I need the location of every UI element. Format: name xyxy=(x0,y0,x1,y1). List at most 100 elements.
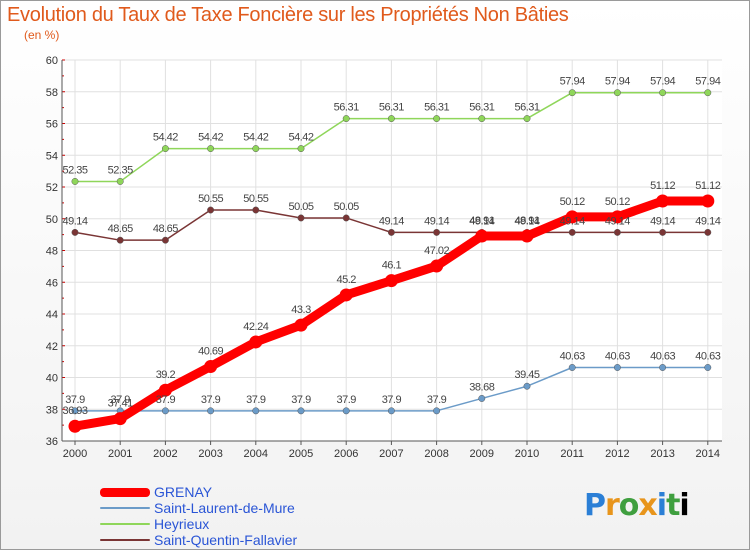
data-point-grenay xyxy=(475,229,489,243)
data-label-saint-laurent-de-mure: 38.68 xyxy=(469,381,494,393)
data-point-grenay xyxy=(68,419,82,433)
data-point-saint-quentin-fallavier xyxy=(568,228,576,236)
legend-label-heyrieux: Heyrieux xyxy=(154,516,210,532)
data-point-heyrieux xyxy=(387,115,395,123)
x-tick-label: 2005 xyxy=(289,448,313,460)
data-point-saint-laurent-de-mure xyxy=(523,382,531,390)
legend-swatch-saint-quentin-fallavier xyxy=(100,539,150,541)
legend-item-heyrieux: Heyrieux xyxy=(100,516,297,532)
x-tick-label: 2011 xyxy=(560,448,584,460)
data-label-saint-quentin-fallavier: 48.65 xyxy=(153,223,178,235)
data-point-heyrieux xyxy=(568,89,576,97)
data-point-grenay xyxy=(294,318,308,332)
y-tick-label: 54 xyxy=(46,150,58,162)
data-point-heyrieux xyxy=(207,145,215,153)
data-label-saint-quentin-fallavier: 49.14 xyxy=(469,215,494,227)
data-label-saint-laurent-de-mure: 37.9 xyxy=(156,394,176,406)
data-label-grenay: 39.2 xyxy=(156,369,176,381)
data-label-saint-laurent-de-mure: 37.9 xyxy=(336,394,356,406)
data-point-saint-quentin-fallavier xyxy=(613,228,621,236)
data-label-saint-laurent-de-mure: 40.63 xyxy=(560,350,585,362)
data-label-grenay: 37.41 xyxy=(108,398,133,410)
data-label-heyrieux: 52.35 xyxy=(62,164,87,176)
data-point-saint-laurent-de-mure xyxy=(161,407,169,415)
data-label-grenay: 45.2 xyxy=(336,274,356,286)
data-point-saint-laurent-de-mure xyxy=(342,407,350,415)
data-point-heyrieux xyxy=(613,89,621,97)
data-point-grenay xyxy=(249,335,263,349)
x-tick-label: 2008 xyxy=(424,448,448,460)
data-label-saint-laurent-de-mure: 40.63 xyxy=(650,350,675,362)
x-tick-label: 2006 xyxy=(334,448,358,460)
data-label-saint-quentin-fallavier: 49.14 xyxy=(62,215,87,227)
y-tick-label: 36 xyxy=(46,436,58,448)
x-tick-label: 2007 xyxy=(379,448,403,460)
x-tick-label: 2010 xyxy=(515,448,539,460)
data-point-grenay xyxy=(520,229,534,243)
data-label-heyrieux: 52.35 xyxy=(108,164,133,176)
data-label-heyrieux: 54.42 xyxy=(243,132,268,144)
data-label-heyrieux: 57.94 xyxy=(695,76,720,88)
data-point-saint-laurent-de-mure xyxy=(613,364,621,371)
data-label-heyrieux: 57.94 xyxy=(560,76,585,88)
x-tick-label: 2000 xyxy=(63,448,87,460)
legend-item-saint-laurent-de-mure: Saint-Laurent-de-Mure xyxy=(100,500,297,516)
legend-label-saint-quentin-fallavier: Saint-Quentin-Fallavier xyxy=(154,532,298,548)
data-point-saint-quentin-fallavier xyxy=(116,236,124,244)
data-label-grenay: 43.3 xyxy=(291,304,311,316)
legend-swatch-heyrieux xyxy=(100,523,150,525)
data-point-saint-quentin-fallavier xyxy=(704,228,712,236)
data-point-heyrieux xyxy=(71,177,79,185)
data-label-grenay: 36.93 xyxy=(62,405,87,417)
data-point-heyrieux xyxy=(297,145,305,153)
y-tick-label: 40 xyxy=(46,373,58,385)
data-point-grenay xyxy=(610,210,624,224)
data-label-heyrieux: 56.31 xyxy=(379,102,404,114)
x-tick-label: 2003 xyxy=(198,448,222,460)
data-label-heyrieux: 56.31 xyxy=(424,102,449,114)
legend-swatch-grenay xyxy=(100,487,150,497)
data-point-saint-laurent-de-mure xyxy=(704,364,712,371)
logo-letter: i xyxy=(679,488,689,523)
data-point-saint-quentin-fallavier xyxy=(433,228,441,236)
y-tick-label: 52 xyxy=(46,182,58,194)
data-point-heyrieux xyxy=(659,89,667,97)
data-point-saint-laurent-de-mure xyxy=(71,407,79,415)
data-point-saint-laurent-de-mure xyxy=(568,364,576,371)
data-label-saint-laurent-de-mure: 40.63 xyxy=(605,350,630,362)
data-label-heyrieux: 57.94 xyxy=(605,76,630,88)
data-label-heyrieux: 56.31 xyxy=(514,102,539,114)
data-point-saint-laurent-de-mure xyxy=(252,407,260,415)
data-label-saint-quentin-fallavier: 48.65 xyxy=(108,223,133,235)
data-label-grenay: 47.02 xyxy=(424,245,449,257)
data-label-grenay: 51.12 xyxy=(650,180,675,192)
data-point-saint-quentin-fallavier xyxy=(207,206,215,214)
data-label-heyrieux: 56.31 xyxy=(469,102,494,114)
legend-item-grenay: GRENAY xyxy=(100,484,297,500)
data-label-saint-quentin-fallavier: 49.14 xyxy=(650,215,675,227)
data-label-saint-laurent-de-mure: 37.9 xyxy=(110,394,130,406)
logo-letter: P xyxy=(584,488,606,523)
data-label-saint-quentin-fallavier: 49.14 xyxy=(695,215,720,227)
data-point-heyrieux xyxy=(342,115,350,123)
x-tick-label: 2004 xyxy=(244,448,268,460)
data-label-saint-quentin-fallavier: 49.14 xyxy=(560,215,585,227)
data-label-saint-quentin-fallavier: 50.05 xyxy=(288,201,313,213)
data-point-heyrieux xyxy=(252,145,260,153)
data-point-saint-laurent-de-mure xyxy=(478,395,486,402)
data-point-saint-laurent-de-mure xyxy=(297,407,305,415)
data-point-grenay xyxy=(113,412,127,426)
data-label-grenay: 50.12 xyxy=(605,196,630,208)
data-label-grenay: 48.91 xyxy=(469,215,494,227)
data-point-saint-quentin-fallavier xyxy=(659,228,667,236)
data-label-saint-laurent-de-mure: 37.9 xyxy=(65,394,85,406)
logo-letter: x xyxy=(638,488,657,523)
data-label-grenay: 42.24 xyxy=(243,321,268,333)
x-tick-label: 2002 xyxy=(153,448,177,460)
data-point-grenay xyxy=(204,360,218,374)
data-label-saint-quentin-fallavier: 49.14 xyxy=(514,215,539,227)
x-tick-label: 2014 xyxy=(696,448,720,460)
x-tick-label: 2001 xyxy=(108,448,132,460)
y-tick-label: 38 xyxy=(46,404,58,416)
data-point-saint-laurent-de-mure xyxy=(659,364,667,371)
